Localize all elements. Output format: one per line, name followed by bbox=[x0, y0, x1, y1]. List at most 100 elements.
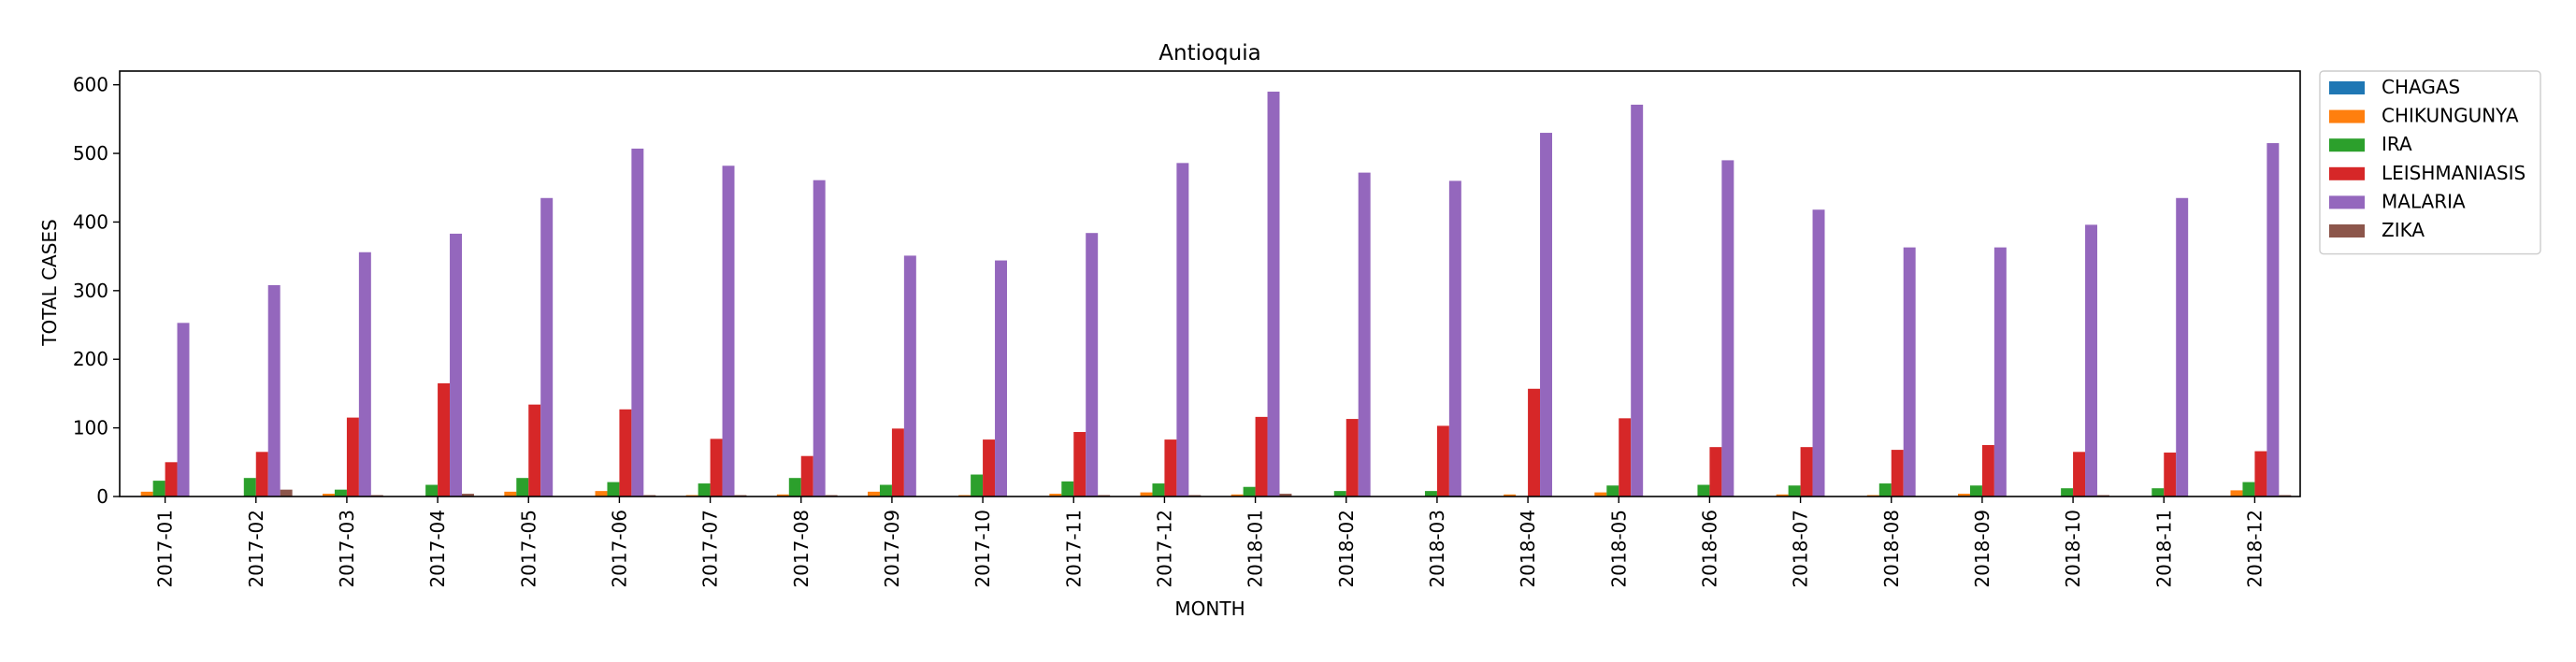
chart-title: Antioquia bbox=[1158, 41, 1260, 65]
bar-malaria-2018-09 bbox=[1993, 247, 2007, 496]
bar-ira-2018-10 bbox=[2061, 488, 2074, 496]
x-axis-label: MONTH bbox=[1174, 597, 1245, 620]
bar-chikungunya-2018-01 bbox=[1230, 494, 1244, 496]
bar-ira-2017-07 bbox=[698, 483, 711, 496]
y-tick-label: 500 bbox=[73, 142, 108, 165]
x-tick-label: 2017-12 bbox=[1153, 510, 1175, 588]
bar-chikungunya-2017-05 bbox=[504, 491, 517, 496]
x-tick-label: 2017-03 bbox=[336, 510, 358, 588]
bar-leishmaniasis-2018-12 bbox=[2254, 451, 2267, 496]
x-tick-label: 2017-02 bbox=[245, 510, 267, 588]
bar-malaria-2017-10 bbox=[995, 260, 1007, 496]
x-tick-label: 2018-06 bbox=[1698, 510, 1720, 588]
bar-malaria-2018-12 bbox=[2267, 143, 2280, 496]
bar-leishmaniasis-2018-04 bbox=[1528, 388, 1541, 496]
x-tick-label: 2017-04 bbox=[426, 510, 449, 588]
bar-chikungunya-2018-04 bbox=[1504, 494, 1517, 496]
bar-malaria-2017-02 bbox=[267, 284, 281, 496]
x-tick-label: 2018-09 bbox=[1971, 510, 1993, 588]
bar-ira-2018-05 bbox=[1606, 485, 1619, 496]
bar-malaria-2017-08 bbox=[813, 180, 826, 496]
y-axis-label: TOTAL CASES bbox=[38, 219, 61, 346]
bar-malaria-2018-11 bbox=[2176, 197, 2189, 496]
bar-leishmaniasis-2017-11 bbox=[1073, 432, 1087, 496]
bar-malaria-2018-10 bbox=[2085, 224, 2097, 496]
x-tick-label: 2017-08 bbox=[790, 510, 813, 588]
x-tick-label: 2018-08 bbox=[1880, 510, 1903, 588]
bar-malaria-2017-01 bbox=[177, 323, 190, 496]
y-tick-label: 600 bbox=[73, 74, 108, 96]
y-tick-label: 300 bbox=[73, 280, 108, 302]
bar-ira-2018-11 bbox=[2151, 488, 2165, 496]
bar-malaria-2017-11 bbox=[1086, 233, 1099, 496]
bar-malaria-2018-03 bbox=[1448, 180, 1461, 497]
bar-leishmaniasis-2018-11 bbox=[2164, 453, 2177, 496]
legend-swatch-leishmaniasis bbox=[2329, 166, 2365, 180]
bar-ira-2017-04 bbox=[425, 484, 439, 496]
bar-zika-2017-02 bbox=[280, 489, 293, 496]
bar-malaria-2018-02 bbox=[1358, 172, 1371, 497]
x-tick-label: 2018-02 bbox=[1335, 510, 1358, 588]
bar-malaria-2018-06 bbox=[1721, 160, 1734, 496]
bar-malaria-2017-09 bbox=[903, 255, 916, 496]
bar-ira-2018-01 bbox=[1243, 486, 1256, 496]
plot-frame bbox=[119, 70, 2301, 497]
bar-leishmaniasis-2017-02 bbox=[255, 452, 268, 496]
bar-chikungunya-2018-12 bbox=[2230, 490, 2243, 496]
y-tick-label: 400 bbox=[73, 210, 108, 233]
bar-ira-2018-02 bbox=[1333, 491, 1346, 496]
legend-swatch-ira bbox=[2329, 138, 2365, 152]
legend-label-leishmaniasis: LEISHMANIASIS bbox=[2382, 162, 2526, 184]
bar-leishmaniasis-2018-02 bbox=[1346, 419, 1359, 496]
bar-leishmaniasis-2017-12 bbox=[1164, 439, 1177, 496]
bar-malaria-2018-05 bbox=[1631, 104, 1644, 497]
bar-leishmaniasis-2018-10 bbox=[2073, 452, 2086, 496]
bar-leishmaniasis-2017-10 bbox=[983, 439, 996, 496]
bar-leishmaniasis-2017-07 bbox=[710, 439, 723, 496]
bar-ira-2018-07 bbox=[1788, 485, 1801, 496]
x-tick-label: 2018-03 bbox=[1426, 510, 1448, 588]
bar-malaria-2017-05 bbox=[540, 197, 554, 496]
bar-leishmaniasis-2017-09 bbox=[891, 428, 904, 496]
legend-label-ira: IRA bbox=[2382, 133, 2412, 155]
x-tick-label: 2018-07 bbox=[1790, 510, 1812, 588]
x-tick-label: 2018-11 bbox=[2152, 510, 2175, 588]
bar-chikungunya-2018-07 bbox=[1776, 494, 1789, 496]
bar-ira-2017-06 bbox=[607, 482, 620, 496]
bar-malaria-2017-03 bbox=[358, 252, 371, 496]
bar-chikungunya-2017-06 bbox=[595, 491, 608, 496]
bar-leishmaniasis-2018-01 bbox=[1255, 416, 1268, 496]
bar-ira-2017-02 bbox=[243, 478, 256, 496]
legend-label-zika: ZIKA bbox=[2382, 219, 2425, 241]
bar-malaria-2017-06 bbox=[631, 148, 644, 496]
bar-chikungunya-2017-03 bbox=[323, 494, 335, 496]
x-tick-label: 2017-10 bbox=[971, 510, 994, 588]
x-tick-label: 2017-07 bbox=[699, 510, 722, 588]
plot-area: 0 100 200 300 400 500 600 2017-01 2017-02 2017-03… bbox=[73, 70, 2301, 588]
bar-leishmaniasis-2018-06 bbox=[1709, 447, 1722, 496]
bar-ira-2017-01 bbox=[152, 481, 165, 496]
bar-ira-2018-08 bbox=[1878, 483, 1892, 496]
bar-leishmaniasis-2017-03 bbox=[346, 417, 359, 496]
x-tick-label: 2018-05 bbox=[1607, 510, 1630, 588]
bar-leishmaniasis-2018-08 bbox=[1891, 450, 1904, 496]
bar-chikungunya-2017-08 bbox=[776, 494, 789, 496]
bar-ira-2018-12 bbox=[2242, 482, 2255, 496]
bar-zika-2018-01 bbox=[1279, 494, 1292, 496]
x-tick-label: 2017-01 bbox=[154, 510, 177, 588]
bar-ira-2017-11 bbox=[1061, 481, 1074, 496]
x-tick-label: 2017-06 bbox=[608, 510, 630, 588]
bar-malaria-2018-04 bbox=[1540, 133, 1552, 497]
bar-malaria-2017-07 bbox=[722, 166, 735, 496]
bar-chikungunya-2018-05 bbox=[1594, 492, 1607, 496]
x-tick-label: 2018-04 bbox=[1517, 510, 1539, 588]
bar-malaria-2017-12 bbox=[1176, 163, 1189, 496]
bar-chikungunya-2017-12 bbox=[1140, 492, 1153, 496]
bar-ira-2017-10 bbox=[971, 474, 984, 496]
bar-ira-2017-12 bbox=[1152, 483, 1165, 496]
x-tick-label: 2017-05 bbox=[517, 510, 540, 588]
bar-ira-2018-03 bbox=[1424, 491, 1437, 496]
bar-ira-2017-09 bbox=[879, 484, 892, 496]
